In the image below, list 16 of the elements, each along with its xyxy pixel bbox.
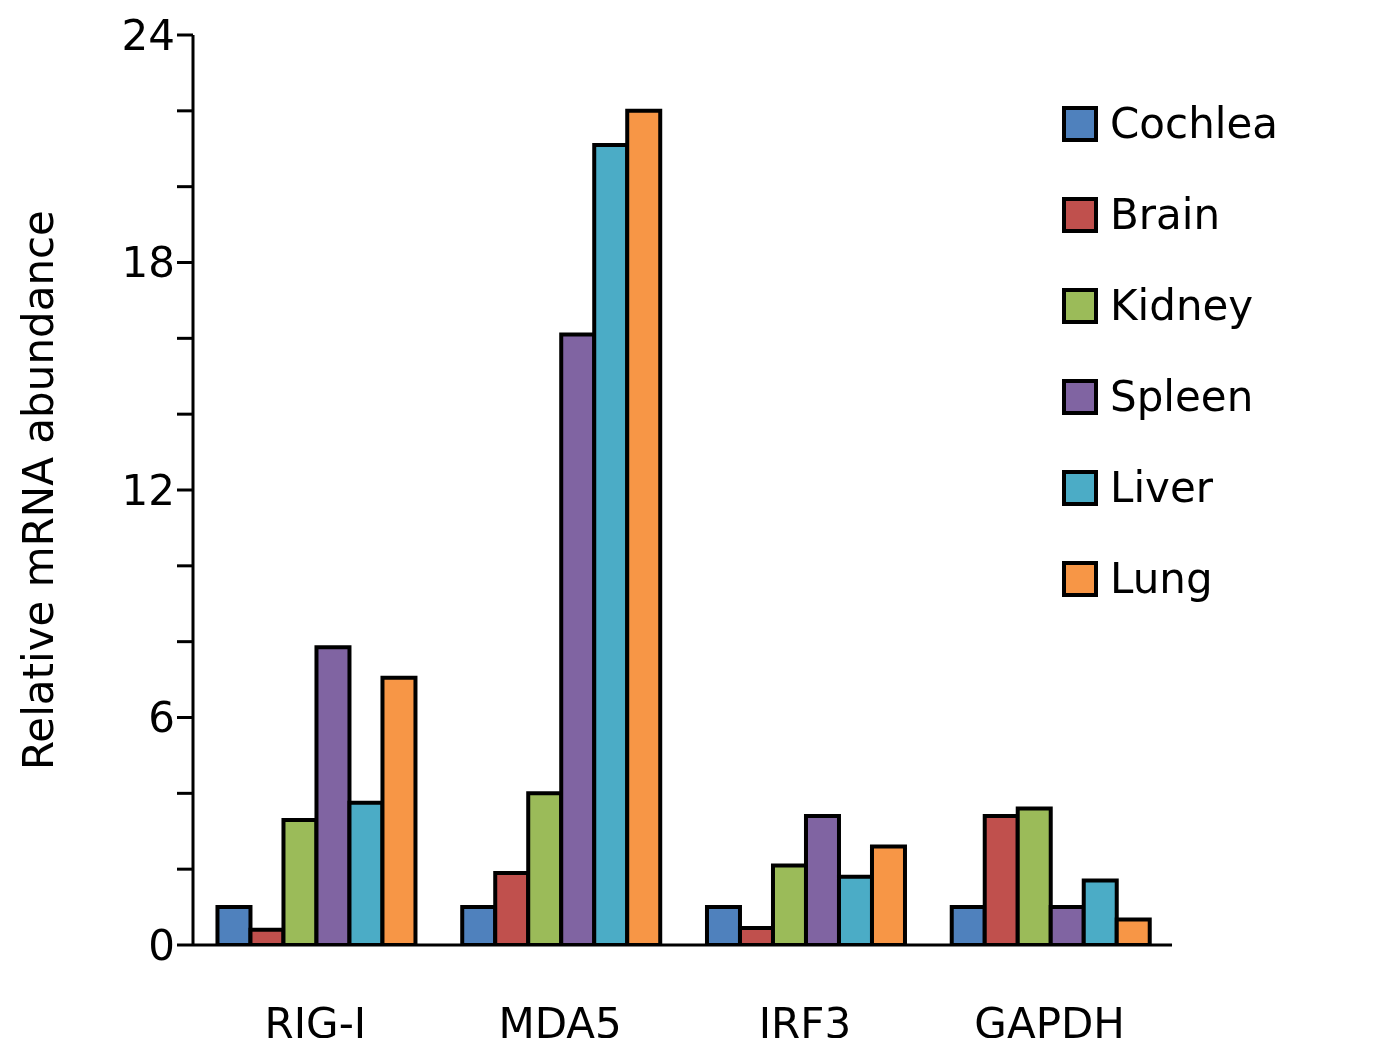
legend-label: Spleen	[1110, 372, 1254, 421]
y-axis-title: Relative mRNA abundance	[13, 210, 63, 770]
y-tick-label: 12	[121, 465, 175, 515]
y-tick-label: 0	[148, 920, 175, 970]
x-tick-label: GAPDH	[974, 998, 1125, 1046]
legend-label: Liver	[1110, 463, 1214, 512]
legend-label: Lung	[1110, 554, 1213, 603]
x-tick-label: IRF3	[758, 998, 852, 1046]
legend-label: Brain	[1110, 190, 1221, 239]
legend-label: Kidney	[1110, 281, 1254, 330]
y-tick-label: 6	[148, 693, 175, 743]
y-tick-label: 18	[121, 238, 175, 288]
x-tick-label: MDA5	[498, 998, 622, 1046]
x-tick-label: RIG-I	[264, 998, 367, 1046]
legend-label: Cochlea	[1110, 99, 1278, 148]
y-tick-label: 24	[121, 10, 175, 60]
